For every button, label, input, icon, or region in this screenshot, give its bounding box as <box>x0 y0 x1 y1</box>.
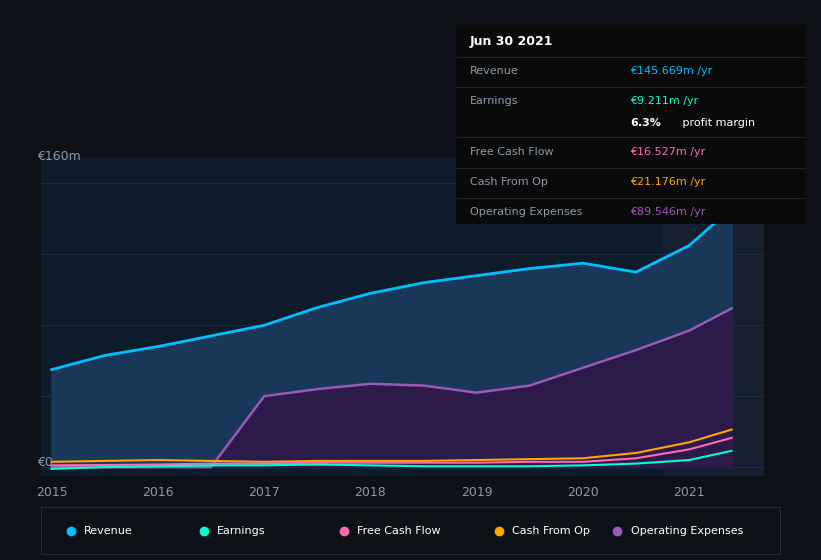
Text: Cash From Op: Cash From Op <box>470 178 548 187</box>
Text: Operating Expenses: Operating Expenses <box>470 207 582 217</box>
Text: Revenue: Revenue <box>84 526 133 535</box>
Text: €9.211m /yr: €9.211m /yr <box>631 96 699 106</box>
Text: €160m: €160m <box>37 150 80 162</box>
Text: Jun 30 2021: Jun 30 2021 <box>470 35 553 48</box>
Text: €0: €0 <box>37 456 53 469</box>
Text: Earnings: Earnings <box>470 96 518 106</box>
Text: €16.527m /yr: €16.527m /yr <box>631 147 705 157</box>
Text: €21.176m /yr: €21.176m /yr <box>631 178 705 187</box>
Bar <box>663 157 764 476</box>
Text: Earnings: Earnings <box>217 526 265 535</box>
Text: €145.669m /yr: €145.669m /yr <box>631 66 713 76</box>
Text: Free Cash Flow: Free Cash Flow <box>357 526 441 535</box>
Text: €89.546m /yr: €89.546m /yr <box>631 207 705 217</box>
Text: Free Cash Flow: Free Cash Flow <box>470 147 553 157</box>
Text: Operating Expenses: Operating Expenses <box>631 526 743 535</box>
Text: Cash From Op: Cash From Op <box>512 526 590 535</box>
Text: profit margin: profit margin <box>679 118 755 128</box>
Text: 6.3%: 6.3% <box>631 118 661 128</box>
Text: Revenue: Revenue <box>470 66 518 76</box>
